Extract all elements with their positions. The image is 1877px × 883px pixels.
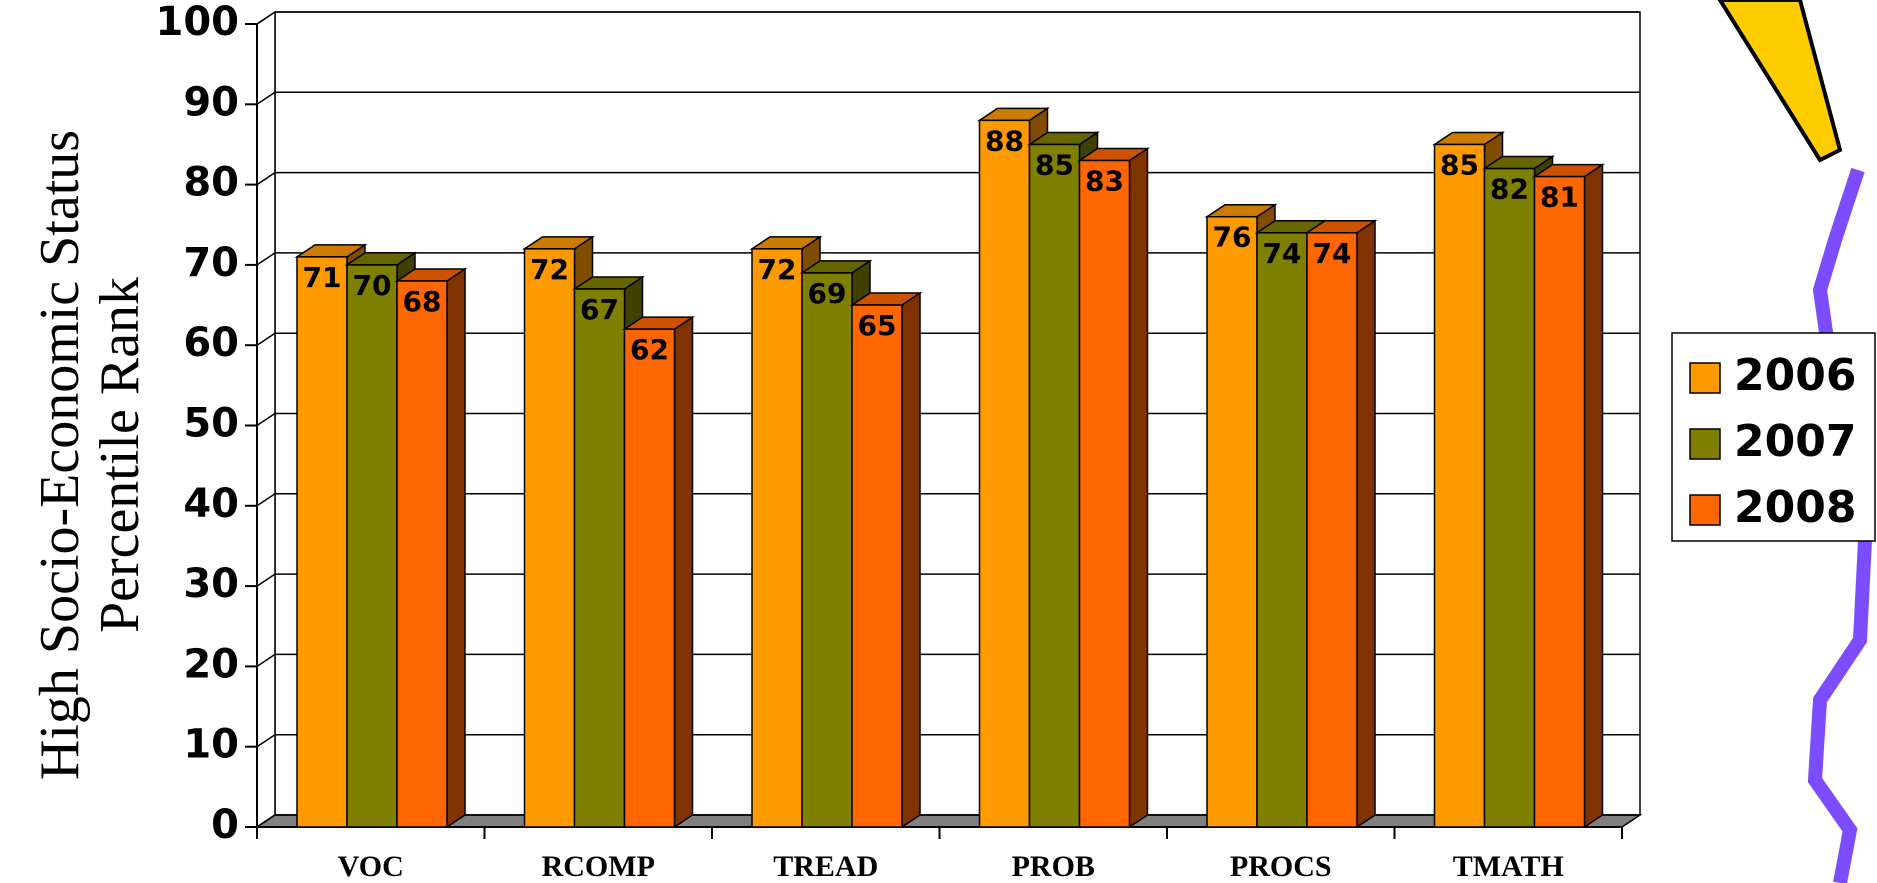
y-tick-label: 40 bbox=[183, 481, 239, 527]
legend-swatch bbox=[1689, 362, 1721, 394]
data-label: 68 bbox=[403, 285, 442, 318]
floor bbox=[254, 814, 1643, 828]
grid-line bbox=[256, 252, 1640, 266]
legend-label: 2007 bbox=[1734, 416, 1856, 467]
x-tick-label: PROCS bbox=[1230, 850, 1332, 883]
bar bbox=[394, 267, 468, 829]
y-tick-label: 0 bbox=[211, 802, 239, 848]
data-label: 69 bbox=[808, 277, 847, 310]
grid-line bbox=[256, 412, 1640, 427]
grid-line bbox=[256, 332, 1640, 346]
grid-line bbox=[256, 814, 1640, 828]
y-tick-label: 100 bbox=[156, 0, 240, 45]
grid-line bbox=[256, 493, 1640, 507]
data-label: 85 bbox=[1440, 148, 1479, 181]
data-label: 72 bbox=[758, 253, 797, 286]
data-label: 85 bbox=[1035, 148, 1074, 181]
y-axis-label: High Socio-Economic Status bbox=[29, 130, 91, 780]
y-tick-label: 20 bbox=[183, 641, 239, 687]
legend-label: 2006 bbox=[1734, 350, 1856, 401]
data-label: 72 bbox=[530, 253, 569, 286]
x-tick-label: TREAD bbox=[773, 850, 878, 883]
bar bbox=[1532, 163, 1605, 829]
y-tick-label: 10 bbox=[183, 722, 239, 768]
x-tick-label: TMATH bbox=[1453, 850, 1564, 883]
data-label: 88 bbox=[985, 124, 1024, 157]
bar bbox=[622, 315, 695, 829]
grid-line bbox=[256, 91, 1640, 105]
bar bbox=[1077, 147, 1150, 829]
grid-line bbox=[256, 171, 1640, 186]
data-label: 81 bbox=[1540, 181, 1579, 214]
data-label: 74 bbox=[1263, 237, 1302, 270]
bar bbox=[849, 291, 923, 829]
data-label: 83 bbox=[1085, 165, 1124, 198]
legend-swatch bbox=[1689, 428, 1721, 460]
x-tick-label: VOC bbox=[338, 850, 404, 883]
data-label: 74 bbox=[1313, 237, 1352, 270]
legend-swatch bbox=[1689, 494, 1721, 526]
data-label: 62 bbox=[630, 333, 669, 366]
data-label: 67 bbox=[580, 293, 619, 326]
y-tick-label: 90 bbox=[183, 79, 239, 125]
data-label: 76 bbox=[1213, 221, 1252, 254]
x-tick-label: PROB bbox=[1012, 850, 1095, 883]
y-tick-label: 60 bbox=[183, 320, 239, 366]
grid-line bbox=[256, 573, 1640, 587]
bar bbox=[1304, 219, 1378, 829]
grid-line bbox=[256, 733, 1640, 748]
grid-line bbox=[256, 11, 1640, 25]
y-tick-label: 70 bbox=[183, 240, 239, 286]
grid-line bbox=[256, 653, 1640, 668]
data-label: 71 bbox=[303, 261, 342, 294]
legend-label: 2008 bbox=[1734, 482, 1856, 533]
x-tick-label: RCOMP bbox=[542, 850, 655, 883]
data-label: 65 bbox=[858, 309, 897, 342]
data-label: 82 bbox=[1490, 173, 1529, 206]
data-label: 70 bbox=[353, 269, 392, 302]
y-tick-label: 80 bbox=[183, 160, 239, 206]
decoration bbox=[1717, 0, 1843, 163]
y-axis-label: Percentile Rank bbox=[89, 277, 151, 633]
y-tick-label: 50 bbox=[183, 401, 239, 447]
y-tick-label: 30 bbox=[183, 561, 239, 607]
